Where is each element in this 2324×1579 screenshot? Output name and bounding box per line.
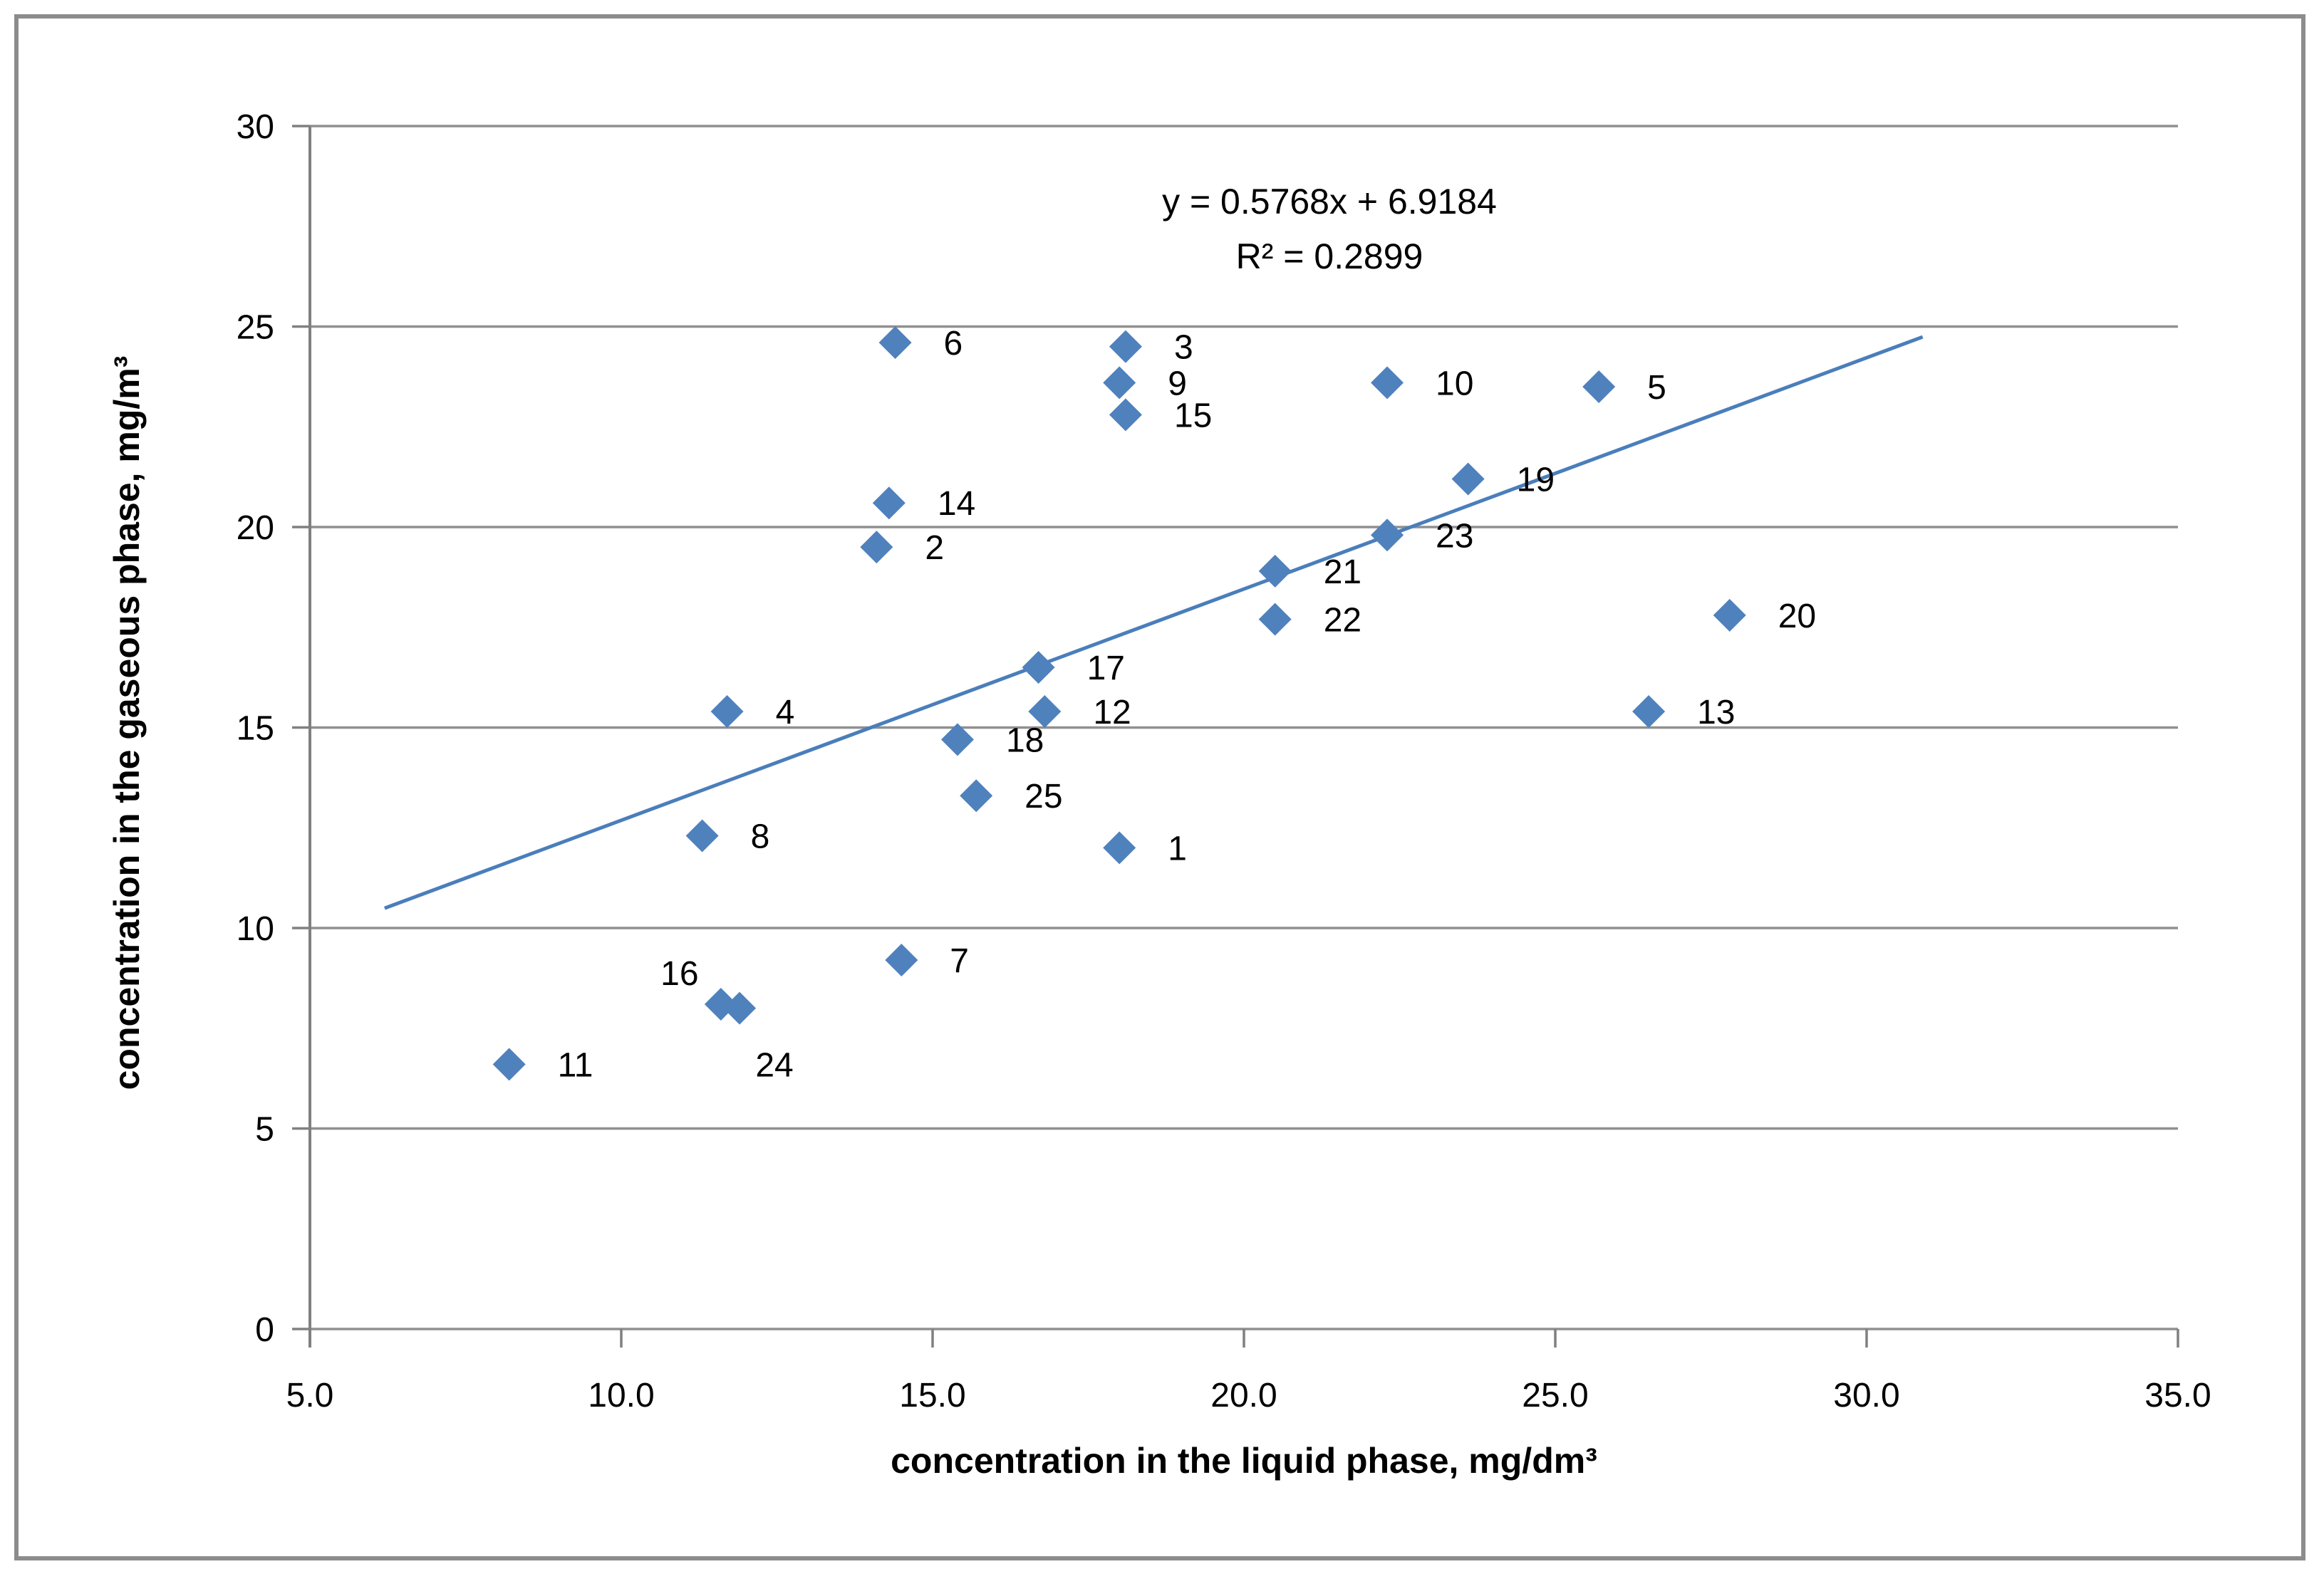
data-point-label-4: 4 <box>776 694 795 731</box>
data-point-label-22: 22 <box>1324 601 1361 639</box>
y-tick-label: 15 <box>237 710 274 748</box>
data-point-2 <box>860 531 893 564</box>
data-point-14 <box>872 486 906 520</box>
data-point-25 <box>960 779 993 813</box>
data-point-23 <box>1371 518 1404 552</box>
trendline-r-squared: R² = 0.2899 <box>1236 236 1423 276</box>
data-point-4 <box>710 694 744 728</box>
data-point-label-6: 6 <box>944 325 963 363</box>
data-point-17 <box>1022 651 1055 684</box>
data-point-label-19: 19 <box>1517 461 1555 499</box>
data-point-label-7: 7 <box>950 942 969 980</box>
data-point-6 <box>878 326 912 360</box>
data-point-5 <box>1582 370 1616 403</box>
trendline-layer <box>384 335 1924 910</box>
data-point-20 <box>1713 598 1746 632</box>
y-tick-label: 5 <box>255 1111 274 1149</box>
x-tick-label: 5.0 <box>286 1377 334 1414</box>
y-axis-title: concentration in the gaseous phase, mg/m… <box>107 356 147 1090</box>
y-tick-label: 25 <box>237 309 274 347</box>
data-point-9 <box>1103 366 1136 400</box>
data-point-label-13: 13 <box>1697 694 1735 731</box>
data-point-label-23: 23 <box>1436 517 1473 555</box>
data-point-label-12: 12 <box>1093 694 1131 731</box>
data-point-1 <box>1103 831 1136 865</box>
y-tick-label: 0 <box>255 1311 274 1349</box>
x-tick-label: 20.0 <box>1210 1377 1277 1414</box>
data-point-label-17: 17 <box>1087 650 1125 687</box>
data-point-11 <box>492 1048 526 1081</box>
data-point-22 <box>1258 603 1292 636</box>
x-tick-label: 10.0 <box>588 1377 654 1414</box>
trendline-equation: y = 0.5768x + 6.9184 <box>1162 182 1497 222</box>
x-tick-label: 25.0 <box>1522 1377 1588 1414</box>
data-point-label-11: 11 <box>558 1046 593 1084</box>
data-point-label-24: 24 <box>755 1047 793 1085</box>
grid-layer <box>292 125 2179 1348</box>
data-point-label-21: 21 <box>1324 553 1361 591</box>
x-axis-title: concentration in the liquid phase, mg/dm… <box>891 1441 1597 1481</box>
data-point-label-8: 8 <box>751 818 770 856</box>
data-point-label-25: 25 <box>1024 778 1062 815</box>
figure-border <box>14 14 2305 1560</box>
data-point-7 <box>885 944 918 977</box>
data-point-24 <box>723 991 757 1025</box>
data-point-label-18: 18 <box>1006 721 1044 759</box>
data-point-13 <box>1632 694 1666 728</box>
y-tick-label: 30 <box>237 108 274 146</box>
data-point-19 <box>1451 462 1485 496</box>
data-point-label-3: 3 <box>1174 329 1193 367</box>
data-point-label-14: 14 <box>938 485 975 523</box>
data-point-15 <box>1109 398 1142 432</box>
data-point-label-1: 1 <box>1168 830 1187 867</box>
data-point-8 <box>685 819 719 853</box>
data-point-label-16: 16 <box>660 955 698 993</box>
y-tick-label: 10 <box>237 910 274 948</box>
data-point-10 <box>1371 366 1404 400</box>
y-tick-label: 20 <box>237 509 274 547</box>
data-point-label-20: 20 <box>1778 598 1816 635</box>
data-point-label-15: 15 <box>1174 397 1212 434</box>
data-point-21 <box>1258 554 1292 588</box>
data-point-label-2: 2 <box>925 529 944 567</box>
x-tick-label: 30.0 <box>1833 1377 1899 1414</box>
data-point-label-10: 10 <box>1436 365 1473 402</box>
data-point-18 <box>940 723 974 756</box>
x-tick-label: 35.0 <box>2144 1377 2211 1414</box>
data-point-label-5: 5 <box>1647 369 1666 407</box>
data-point-12 <box>1028 694 1062 728</box>
trendline <box>384 335 1924 910</box>
data-point-3 <box>1109 330 1142 363</box>
x-tick-label: 15.0 <box>899 1377 965 1414</box>
data-point-label-9: 9 <box>1168 365 1187 402</box>
